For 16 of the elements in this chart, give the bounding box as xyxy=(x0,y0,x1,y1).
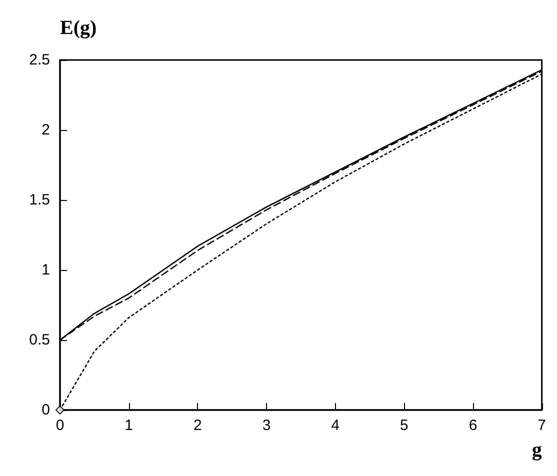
y-tick-label: 2 xyxy=(42,122,50,138)
x-tick-label: 3 xyxy=(262,417,271,434)
y-tick-label: 1.5 xyxy=(29,192,50,208)
y-tick-label: 1 xyxy=(42,262,50,278)
y-tick-label: 2.5 xyxy=(29,52,50,68)
x-tick-label: 2 xyxy=(193,417,202,434)
x-tick-label: 1 xyxy=(124,417,134,434)
x-tick-label: 4 xyxy=(331,417,340,434)
x-tick-label: 5 xyxy=(400,417,408,434)
y-tick-label: 0 xyxy=(42,402,50,418)
x-tick-label: 7 xyxy=(538,417,546,434)
x-tick-label: 0 xyxy=(56,417,64,434)
x-axis-title: g xyxy=(532,439,542,461)
y-axis-title: E(g) xyxy=(60,17,97,39)
y-tick-label: 0.5 xyxy=(29,332,50,348)
x-tick-label: 6 xyxy=(468,417,478,434)
